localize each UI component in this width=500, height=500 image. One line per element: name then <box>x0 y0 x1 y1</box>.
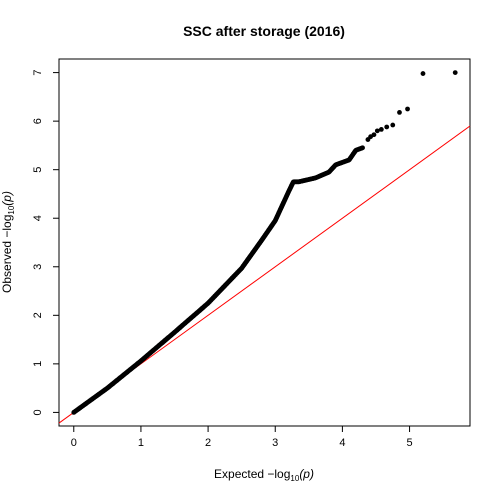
y-axis-label-subscript: 10 <box>7 205 16 214</box>
y-tick-label-2: 2 <box>32 312 44 318</box>
x-tick-label-5: 5 <box>406 437 412 449</box>
y-axis-label: Observed −log10(p) <box>0 191 16 293</box>
y-tick-label-0: 0 <box>32 409 44 415</box>
plot-frame <box>58 58 471 427</box>
y-axis-label-suffix: (p) <box>0 191 14 206</box>
x-axis-label-subscript: 10 <box>290 474 299 483</box>
qq-tail-point-3 <box>374 128 380 134</box>
x-tick-label-4: 4 <box>339 437 345 449</box>
x-tick-label-2: 2 <box>205 437 211 449</box>
y-tick-label-1: 1 <box>32 361 44 367</box>
y-tick-label-7: 7 <box>32 70 44 76</box>
x-tick-label-1: 1 <box>138 437 144 449</box>
x-tick-label-0: 0 <box>71 437 77 449</box>
x-tick-label-3: 3 <box>272 437 278 449</box>
qq-point-420 <box>360 145 365 151</box>
x-axis-label: Expected −log10(p) <box>214 467 314 483</box>
y-tick-label-4: 4 <box>32 215 44 221</box>
x-axis: 0 1 2 3 4 5 <box>71 426 413 449</box>
qq-tail-point-5 <box>384 124 390 130</box>
y-axis-label-prefix: Observed −log <box>0 215 14 293</box>
y-tick-label-6: 6 <box>32 118 44 124</box>
qq-tail-point-2 <box>371 132 377 138</box>
y-tick-label-3: 3 <box>32 264 44 270</box>
qq-tail-point-9 <box>420 71 426 76</box>
x-axis-label-prefix: Expected −log <box>214 467 290 481</box>
y-tick-label-5: 5 <box>32 167 44 173</box>
qq-tail-point-4 <box>378 126 384 132</box>
y-axis: 0 1 2 3 4 5 6 7 <box>32 70 59 415</box>
chart-title: SSC after storage (2016) <box>183 23 345 39</box>
qq-tail-point-7 <box>397 109 402 115</box>
data-points <box>71 70 458 415</box>
qq-tail-point-10 <box>452 70 458 75</box>
qq-tail-point-6 <box>390 122 396 128</box>
qq-tail-point-8 <box>405 106 410 112</box>
x-axis-label-suffix: (p) <box>299 467 314 481</box>
